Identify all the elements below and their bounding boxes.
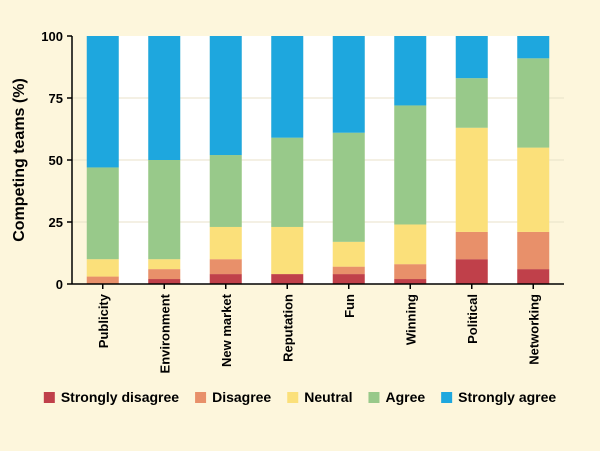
x-category-label: New market — [219, 293, 234, 367]
bar-strongly-disagree — [271, 274, 304, 284]
bar-neutral — [148, 259, 181, 270]
legend-swatch — [43, 392, 55, 403]
bar-strongly-disagree — [332, 274, 365, 284]
bar-disagree — [209, 259, 242, 275]
x-category-label: Environment — [157, 293, 172, 373]
x-category-label: Publicity — [96, 293, 111, 348]
bar-strongly-agree — [271, 36, 304, 138]
y-tick-label: 25 — [49, 215, 63, 230]
bar-agree — [455, 78, 488, 128]
bar-strongly-agree — [332, 36, 365, 133]
y-tick-label: 50 — [49, 153, 63, 168]
x-category-label: Fun — [342, 294, 357, 318]
bar-disagree — [455, 231, 488, 260]
x-category-label: Political — [465, 294, 480, 344]
x-category-label: Winning — [403, 294, 418, 345]
legend-swatch — [195, 392, 207, 403]
bar-agree — [148, 160, 181, 260]
bar-agree — [209, 155, 242, 227]
bar-neutral — [209, 226, 242, 260]
bar-agree — [332, 132, 365, 242]
x-category-label: Networking — [526, 294, 541, 365]
x-category-label: Reputation — [280, 294, 295, 362]
y-tick-label: 100 — [41, 29, 63, 44]
bar-strongly-agree — [517, 36, 550, 59]
bar-agree — [271, 137, 304, 227]
bar-strongly-disagree — [148, 279, 181, 284]
bar-strongly-agree — [86, 36, 119, 168]
bar-disagree — [332, 266, 365, 275]
bar-neutral — [455, 127, 488, 232]
bar-neutral — [86, 259, 119, 277]
bar-neutral — [394, 224, 427, 265]
bar-agree — [517, 58, 550, 148]
legend-swatch — [287, 392, 299, 403]
bar-strongly-disagree — [455, 259, 488, 284]
bar-neutral — [271, 226, 304, 275]
bar-strongly-agree — [455, 36, 488, 79]
legend-swatch — [441, 392, 453, 403]
y-tick-label: 0 — [56, 277, 63, 292]
bar-strongly-disagree — [394, 279, 427, 284]
legend-label: Strongly agree — [458, 389, 556, 405]
bar-strongly-agree — [209, 36, 242, 156]
bar-agree — [394, 105, 427, 225]
bar-agree — [86, 167, 119, 260]
bar-neutral — [332, 241, 365, 267]
y-axis-title: Competing teams (%) — [11, 78, 28, 242]
bar-strongly-disagree — [209, 274, 242, 284]
legend-label: Strongly disagree — [61, 389, 179, 405]
bar-disagree — [517, 231, 550, 270]
bar-strongly-disagree — [517, 269, 550, 284]
bar-disagree — [394, 264, 427, 280]
bar-disagree — [148, 269, 181, 280]
legend-label: Agree — [385, 389, 425, 405]
bar-neutral — [517, 147, 550, 232]
bar-disagree — [86, 276, 119, 284]
bar-strongly-agree — [148, 36, 181, 160]
legend-label: Neutral — [304, 389, 352, 405]
y-tick-label: 75 — [49, 91, 63, 106]
legend-label: Disagree — [212, 389, 271, 405]
legend-swatch — [368, 392, 380, 403]
bar-strongly-agree — [394, 36, 427, 106]
